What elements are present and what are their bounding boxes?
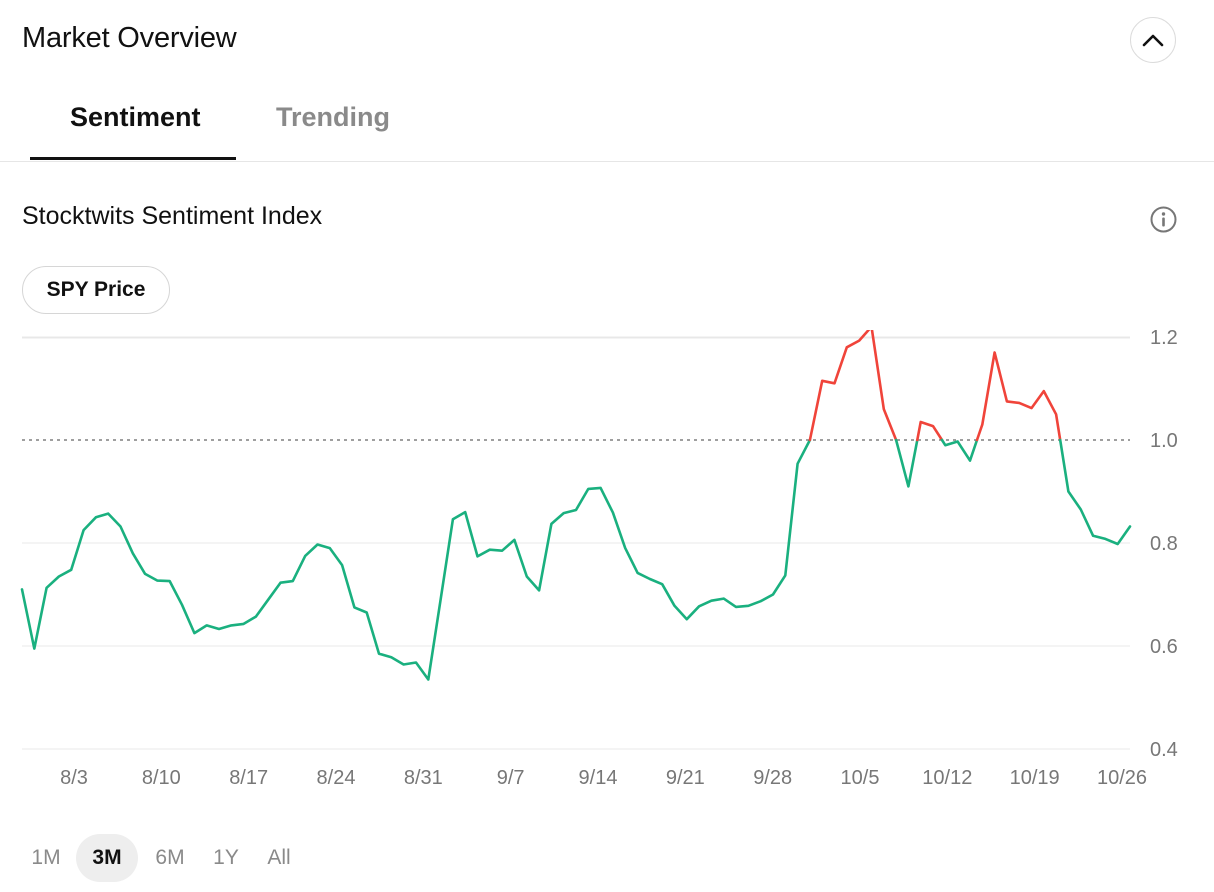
series-segment-above — [916, 420, 944, 442]
y-tick-label: 0.4 — [1150, 739, 1178, 761]
x-tick-label: 9/21 — [666, 767, 705, 789]
y-tick-label: 1.2 — [1150, 330, 1178, 349]
x-tick-label: 8/17 — [229, 767, 268, 789]
tab-sentiment[interactable]: Sentiment — [70, 102, 201, 132]
x-tick-label: 8/31 — [404, 767, 443, 789]
spy-price-toggle[interactable]: SPY Price — [22, 266, 170, 314]
x-tick-label: 8/3 — [60, 767, 88, 789]
info-icon — [1150, 206, 1177, 233]
x-tick-label: 8/24 — [317, 767, 356, 789]
range-3m[interactable]: 3M — [76, 834, 138, 882]
x-tick-label: 9/7 — [497, 767, 525, 789]
range-all[interactable]: All — [267, 846, 291, 869]
range-selector: 1M 3M 6M 1Y All — [22, 834, 308, 882]
y-tick-label: 0.8 — [1150, 533, 1178, 555]
info-button[interactable] — [1149, 205, 1178, 234]
x-tick-label: 9/28 — [753, 767, 792, 789]
range-1y[interactable]: 1Y — [213, 846, 239, 869]
x-tick-label: 10/19 — [1010, 767, 1060, 789]
x-tick-label: 10/12 — [922, 767, 972, 789]
series-segment-below — [1058, 438, 1132, 546]
collapse-button[interactable] — [1130, 17, 1176, 63]
range-6m[interactable]: 6M — [155, 846, 185, 869]
tab-trending[interactable]: Trending — [276, 102, 390, 132]
range-1m[interactable]: 1M — [31, 846, 61, 869]
chart-grid — [22, 336, 1130, 750]
x-axis-labels: 8/3 8/10 8/17 8/24 8/31 9/7 9/14 9/21 9/28 10/5 10… — [60, 767, 1147, 789]
x-tick-label: 9/14 — [579, 767, 618, 789]
sentiment-series — [20, 330, 1132, 681]
y-axis-labels: 0.4 0.6 0.8 1.0 1.2 — [1150, 330, 1178, 761]
x-tick-label: 10/26 — [1097, 767, 1147, 789]
tab-bar: Sentiment Trending — [0, 82, 1214, 162]
x-tick-label: 8/10 — [142, 767, 181, 789]
header: Market Overview — [0, 0, 1214, 82]
series-segment-above — [808, 330, 898, 442]
series-segment-below — [894, 438, 919, 488]
x-tick-label: 10/5 — [841, 767, 880, 789]
chevron-up-icon — [1142, 34, 1164, 47]
y-tick-label: 0.6 — [1150, 636, 1178, 658]
page-title: Market Overview — [22, 22, 237, 54]
active-tab-indicator — [30, 157, 236, 160]
y-tick-label: 1.0 — [1150, 430, 1178, 452]
series-segment-above — [975, 351, 1062, 442]
series-segment-below — [940, 438, 979, 462]
sentiment-chart: 0.4 0.6 0.8 1.0 1.2 8/3 8/10 8/17 8/24 8/31 9/7 9/… — [20, 330, 1178, 789]
series-segment-below — [20, 438, 812, 681]
section-title: Stocktwits Sentiment Index — [22, 202, 323, 230]
